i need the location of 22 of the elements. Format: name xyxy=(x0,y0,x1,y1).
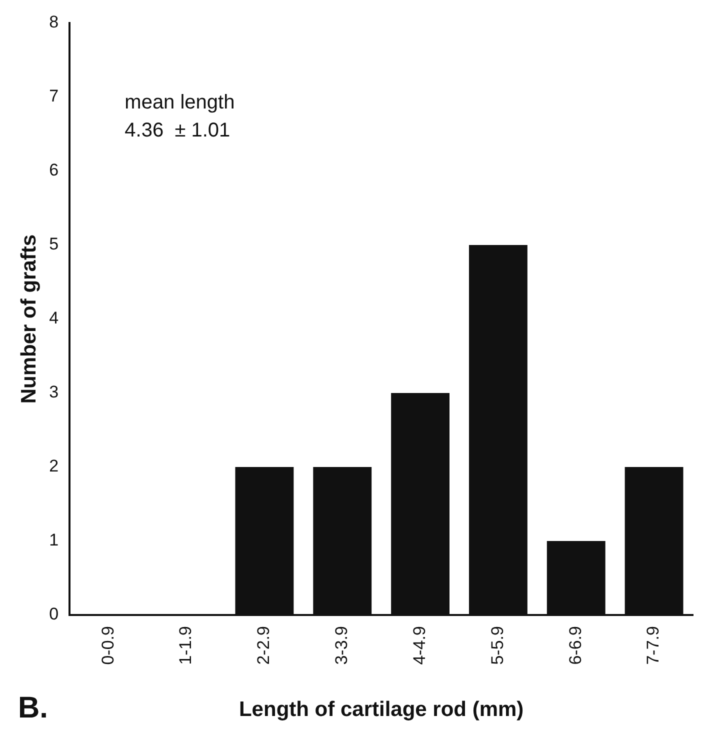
x-tick-label: 3-3.9 xyxy=(332,626,352,665)
y-tick-label: 5 xyxy=(49,234,59,254)
x-tick-label: 2-2.9 xyxy=(254,626,274,665)
y-tick-label: 3 xyxy=(49,382,59,402)
annotation: 4.36 ± 1.01 xyxy=(124,120,230,142)
x-tick-label: 1-1.9 xyxy=(176,626,196,665)
x-tick-label: 5-5.9 xyxy=(488,626,507,665)
annotation: mean length xyxy=(124,92,235,114)
y-axis-title: Number of grafts xyxy=(17,234,40,404)
y-tick-label: 8 xyxy=(49,12,59,32)
x-tick-label: 4-4.9 xyxy=(410,626,429,665)
y-tick-label: 6 xyxy=(49,160,59,180)
y-tick-label: 7 xyxy=(49,86,59,106)
y-tick-label: 2 xyxy=(49,456,59,476)
y-tick-label: 4 xyxy=(49,308,59,328)
x-tick-label: 0-0.9 xyxy=(98,626,118,665)
x-tick-label: 6-6.9 xyxy=(566,626,585,665)
y-tick-label: 0 xyxy=(49,604,59,624)
x-tick-label: 7-7.9 xyxy=(644,626,663,665)
x-axis-title: Length of cartilage rod (mm) xyxy=(238,698,524,722)
text: B. xyxy=(18,691,48,724)
y-tick-label: 1 xyxy=(49,530,59,550)
